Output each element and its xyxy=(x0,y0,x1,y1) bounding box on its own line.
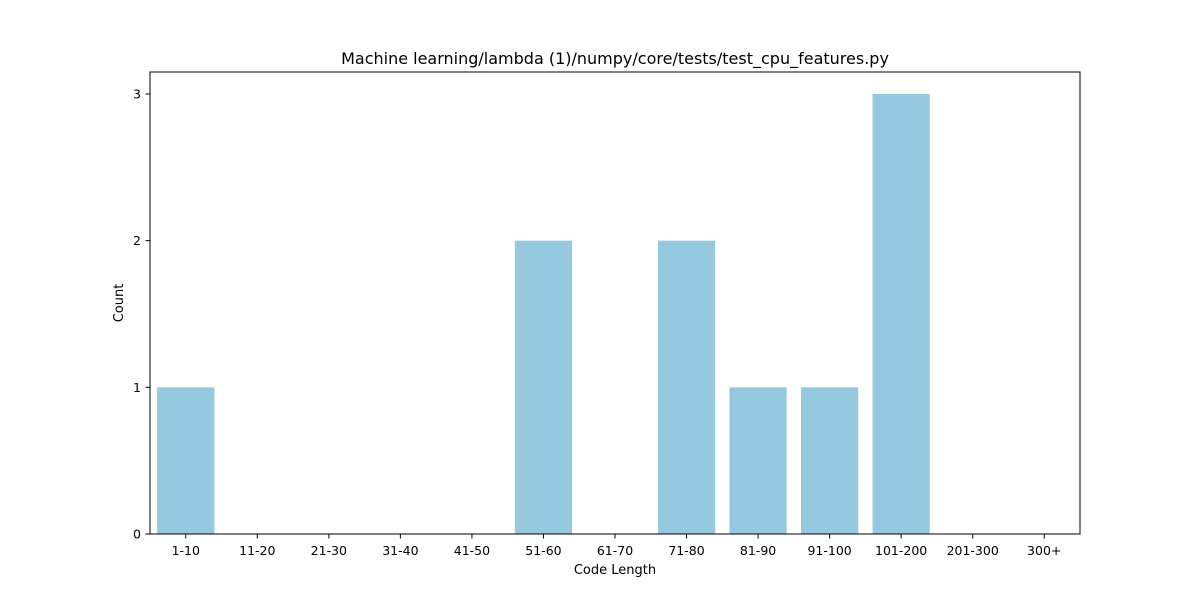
x-tick-label: 1-10 xyxy=(172,543,200,558)
x-tick-label: 91-100 xyxy=(807,543,851,558)
bar-101-200 xyxy=(872,94,930,534)
x-tick-label: 201-300 xyxy=(947,543,999,558)
bar-1-10 xyxy=(157,387,215,534)
plot-frame xyxy=(149,71,1081,535)
y-axis: 0 1 2 3 xyxy=(133,87,150,542)
y-tick-label: 0 xyxy=(133,527,141,542)
x-axis-label: Code Length xyxy=(574,563,656,578)
x-tick-label: 31-40 xyxy=(382,543,418,558)
bar-91-100 xyxy=(801,387,859,534)
x-tick-label: 51-60 xyxy=(525,543,561,558)
bar-81-90 xyxy=(729,387,787,534)
x-tick-label: 21-30 xyxy=(311,543,347,558)
x-tick-label: 41-50 xyxy=(454,543,490,558)
bar-51-60 xyxy=(514,240,573,535)
x-axis: 1-10 11-20 21-30 31-40 41-50 51-60 61-70 71-80 8… xyxy=(172,534,1061,558)
y-axis-label: Count xyxy=(112,284,127,323)
bar-71-80 xyxy=(657,240,716,535)
x-tick-label: 300+ xyxy=(1027,543,1061,558)
chart-title: Machine learning/lambda (1)/numpy/core/t… xyxy=(341,49,889,69)
x-tick-label: 11-20 xyxy=(239,543,275,558)
x-tick-label: 101-200 xyxy=(875,543,927,558)
x-tick-label: 81-90 xyxy=(740,543,776,558)
x-tick-label: 71-80 xyxy=(668,543,704,558)
bars-group xyxy=(157,94,930,535)
x-tick-label: 61-70 xyxy=(597,543,633,558)
y-tick-label: 3 xyxy=(133,87,141,102)
y-tick-label: 2 xyxy=(133,233,141,248)
y-tick-label: 1 xyxy=(133,380,141,395)
